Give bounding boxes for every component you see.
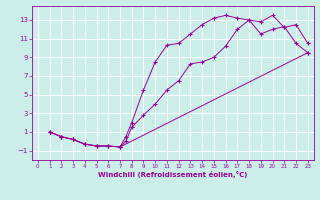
X-axis label: Windchill (Refroidissement éolien,°C): Windchill (Refroidissement éolien,°C) <box>98 171 247 178</box>
